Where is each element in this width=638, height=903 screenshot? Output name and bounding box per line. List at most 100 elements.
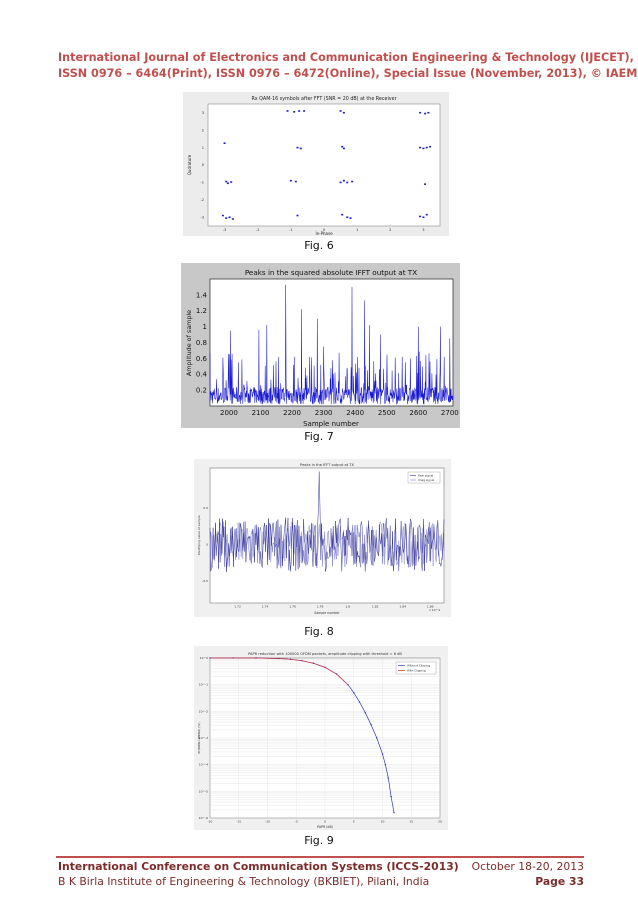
fig9-xtick: 5 (353, 820, 355, 824)
fig9-ytick: 10^-3 (199, 736, 208, 740)
fig6-point (299, 147, 302, 150)
fig9-caption: Fig. 9 (304, 834, 334, 847)
fig9-marker (301, 660, 303, 662)
fig8-ytick: -0.5 (202, 579, 208, 583)
fig9-marker (390, 795, 392, 798)
fig6-ytick: -2 (200, 198, 204, 202)
conference-dates: October 18-20, 2013 (471, 860, 584, 873)
fig6-ytick: 1 (202, 146, 204, 150)
fig8-caption: Fig. 8 (304, 625, 334, 638)
fig7-xtick: 2000 (220, 409, 238, 417)
fig8-ytick: 0.5 (203, 506, 208, 510)
fig8-legend: Real signal Imag signal (407, 471, 441, 484)
fig9-marker (353, 691, 355, 694)
fig6-point (223, 142, 226, 145)
fig8-ytick: 0 (206, 543, 208, 547)
fig9-xtick: -15 (236, 820, 241, 824)
footer-line2: B K Birla Institute of Engineering & Tec… (58, 875, 584, 889)
fig6-xtick: 0 (323, 228, 326, 232)
fig6-point (425, 213, 428, 216)
fig9-marker (278, 658, 280, 660)
fig9-xlabel: PAPR (dB) (317, 825, 333, 829)
fig6-point (296, 214, 299, 217)
fig6-caption: Fig. 6 (304, 239, 334, 252)
fig9-legend-with: With Clipping (407, 669, 426, 673)
fig6-points (221, 110, 432, 220)
fig6-point (349, 217, 352, 219)
fig7-series-line (209, 284, 454, 405)
fig9-marker (209, 657, 211, 659)
fig9-xtick: -5 (295, 820, 298, 824)
fig7-caption: Fig. 7 (304, 430, 334, 443)
fig6-xtick: 1 (356, 228, 358, 232)
fig9-ytick: 10^-2 (199, 709, 208, 713)
fig9-with-clipping-line (210, 657, 349, 685)
fig9-marker (255, 657, 257, 659)
fig6-point (230, 181, 233, 183)
fig6-point (296, 146, 299, 149)
fig8-imag-line (209, 521, 445, 569)
fig9-marker (336, 673, 337, 675)
fig6-xtick: -1 (289, 228, 293, 232)
fig6-point (339, 110, 342, 112)
fig7-xtick: 2300 (315, 409, 333, 417)
fig6-xtick: 2 (389, 228, 391, 232)
fig6-point (419, 146, 422, 149)
fig7-ytick: 1.2 (196, 307, 207, 315)
fig9-marker (324, 666, 326, 668)
fig6-point (424, 183, 427, 185)
fig9-line-chart: PAPR reduction with 100000 OFDM packets,… (194, 646, 448, 830)
fig6-point (231, 218, 234, 220)
fig8-legend-imag: Imag signal (418, 478, 434, 482)
fig6-ytick: -3 (200, 215, 204, 219)
fig7-xtick: 2500 (378, 409, 396, 417)
fig7-ticks: 2000 2100 2200 2300 2400 2500 2600 2700 0.2 0.4 0.… (196, 291, 459, 417)
fig9-legend: Without Clipping With Clipping (395, 661, 437, 675)
fig8-xtick: 1.74 (262, 605, 269, 609)
fig6-ytick: 0 (202, 163, 205, 167)
fig6-ylabel: Qudrature (187, 154, 192, 175)
fig6-point (303, 110, 306, 112)
fig9-xtick: 15 (409, 820, 413, 824)
fig6-point (429, 145, 432, 148)
fig9-xtick: -20 (208, 820, 213, 824)
page-number: Page 33 (535, 875, 584, 888)
fig9-marker (313, 662, 314, 664)
fig6-point (341, 213, 344, 216)
fig6-point (225, 180, 228, 183)
fig6-point (346, 181, 349, 184)
fig8-xtick: 1.78 (317, 605, 324, 609)
fig6-point (294, 180, 297, 183)
fig9-xtick: 20 (438, 820, 442, 824)
journal-title: International Journal of Electronics and… (58, 51, 634, 64)
fig6-point (427, 111, 430, 114)
fig6-point (351, 180, 354, 183)
fig9-marker (381, 753, 384, 755)
fig9-marker (232, 657, 234, 659)
fig6-xtick: -2 (256, 228, 260, 232)
fig7-xtick: 2600 (409, 409, 427, 417)
fig9-marker (358, 701, 361, 703)
fig6-ytick: -1 (200, 181, 204, 185)
fig6-point (424, 112, 427, 115)
fig6-point (342, 111, 345, 114)
fig6-scatter-chart: Rx QAM-16 symbols after FFT (SNR = 20 dB… (183, 92, 449, 236)
fig6-point (225, 217, 228, 219)
fig7-xlabel: Sample number (303, 420, 359, 428)
fig8-xtick: 1.82 (372, 605, 379, 609)
fig9-marker (376, 737, 378, 739)
fig7-ytick: 0.8 (196, 339, 207, 347)
fig9-xtick: 0 (324, 820, 326, 824)
fig8-line-chart: Peaks in the IFFT output at TX Modifying… (194, 459, 451, 617)
fig6-point (341, 145, 344, 148)
fig7-xtick: 2700 (441, 409, 459, 417)
fig7-line-chart: Peaks in the squared absolute IFFT outpu… (181, 263, 460, 428)
fig6-point (422, 147, 425, 150)
fig6-point (419, 215, 422, 218)
footer-line1: International Conference on Communicatio… (58, 860, 584, 874)
fig9-ytick: 10^-4 (199, 763, 208, 767)
fig6-xtick: -3 (223, 228, 227, 232)
fig8-title: Peaks in the IFFT output at TX (300, 463, 354, 467)
journal-header: International Journal of Electronics and… (58, 50, 638, 82)
fig9-grid (209, 658, 441, 819)
